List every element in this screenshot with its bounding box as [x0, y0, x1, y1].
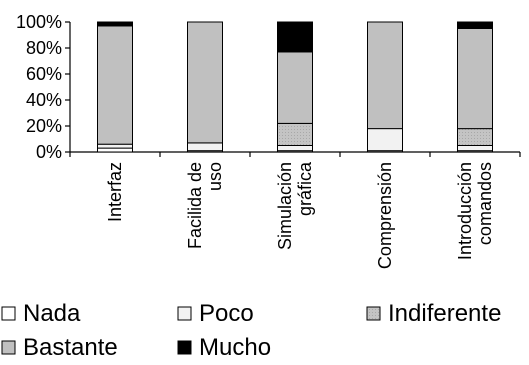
legend-label-nada: Nada — [23, 300, 81, 327]
category-label: Simulacióngráfica — [275, 161, 315, 250]
bar-segment-mucho — [277, 21, 313, 53]
y-tick-label: 80% — [26, 38, 62, 58]
y-tick-label: 0% — [36, 142, 62, 162]
bar-segment-indiferente — [277, 122, 313, 147]
legend-label-mucho: Mucho — [199, 334, 271, 361]
bar-segment-poco — [367, 128, 403, 152]
x-axis — [69, 151, 521, 157]
bar-segment-mucho — [457, 21, 493, 29]
bar-segment-bastante — [457, 28, 493, 130]
legend-swatch-nada — [1, 306, 16, 321]
legend-swatch-poco — [177, 306, 192, 321]
bar-segment-bastante — [187, 21, 223, 144]
bar-segment-bastante — [277, 51, 313, 124]
legend-label-bastante: Bastante — [23, 334, 118, 361]
legend-label-indiferente: Indiferente — [388, 300, 501, 327]
bar-segment-mucho — [97, 21, 133, 27]
category-label: Introduccióncomandos — [455, 162, 495, 260]
bar-segment-indiferente — [457, 128, 493, 147]
y-axis: 0% 20% 40% 60% 80% 100% — [16, 12, 71, 162]
legend-label-poco: Poco — [199, 300, 254, 327]
y-tick-label: 40% — [26, 90, 62, 110]
bar-segment-bastante — [97, 25, 133, 145]
bar-segment-poco — [457, 145, 493, 152]
bar-segment-poco — [187, 142, 223, 152]
y-tick-label: 60% — [26, 64, 62, 84]
category-labels: Interfaz Facilida deuso Simulacióngráfica C… — [105, 161, 495, 269]
bar-segment-nada — [97, 147, 133, 153]
bar-segment-poco — [97, 143, 133, 149]
bar-segment-bastante — [367, 21, 403, 130]
legend-swatch-bastante — [1, 340, 16, 355]
bar-segment-poco — [277, 145, 313, 152]
legend: Nada Poco Indiferente Bastante Mucho — [1, 300, 501, 361]
category-label: Facilida deuso — [185, 162, 225, 249]
category-label: Interfaz — [105, 162, 125, 222]
legend-swatch-indiferente — [366, 306, 381, 321]
bars — [97, 21, 493, 153]
y-tick-label: 100% — [16, 12, 62, 32]
category-label: Comprensión — [375, 162, 395, 269]
y-tick-label: 20% — [26, 116, 62, 136]
legend-swatch-mucho — [177, 340, 192, 355]
